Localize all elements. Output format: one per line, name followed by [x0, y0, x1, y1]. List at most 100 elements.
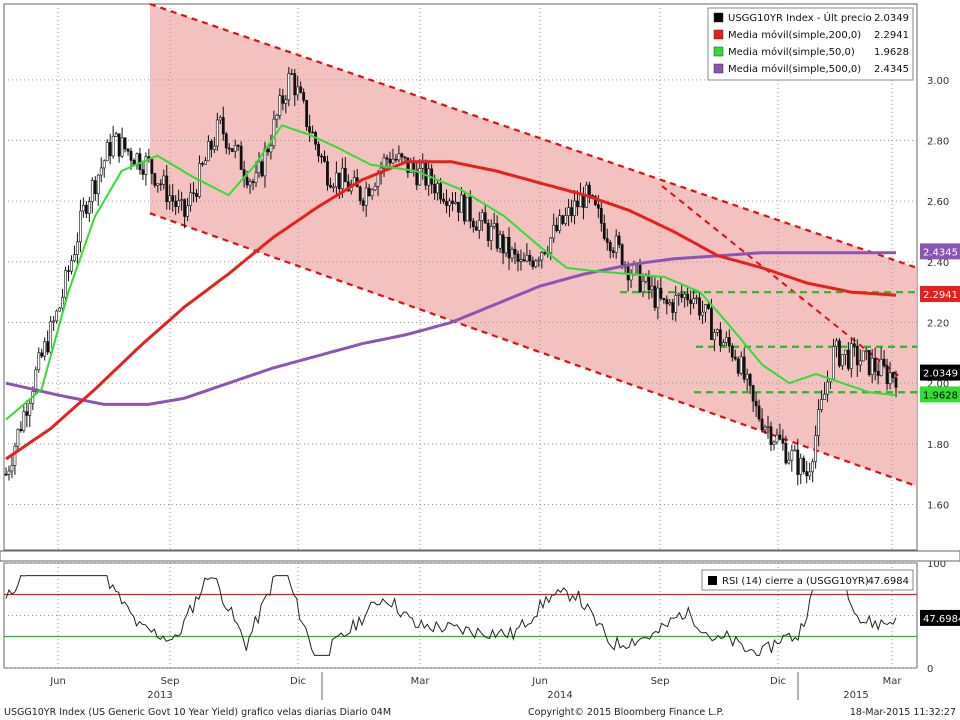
- candle-body: [120, 137, 124, 157]
- legend-swatch: [713, 63, 724, 74]
- ma50-line: [5, 124, 897, 421]
- candle-body: [552, 224, 556, 239]
- candle-body: [894, 377, 898, 388]
- legend-swatch: [713, 29, 724, 40]
- candle-body: [620, 244, 624, 268]
- y-tick-label: 2.00: [927, 379, 949, 390]
- candle-body: [287, 73, 291, 101]
- x-tick-label: Jun: [531, 676, 548, 687]
- candle-body: [846, 349, 850, 369]
- candle-body: [838, 340, 841, 367]
- footer: USGG10YR Index (US Generic Govt 10 Year …: [4, 707, 956, 718]
- candle-body: [686, 293, 690, 301]
- candle-body: [501, 234, 505, 254]
- price-tag-box: [920, 364, 960, 381]
- rsi-legend-value: 47.6984: [868, 576, 909, 587]
- candle-body: [266, 148, 270, 153]
- price-tag-label: 2.0349: [923, 369, 958, 380]
- candle-body: [504, 236, 508, 254]
- candle-body: [308, 126, 312, 133]
- candle-body: [662, 298, 666, 300]
- candle-body: [382, 157, 386, 169]
- rsi-y-tick-label: 100: [927, 559, 946, 570]
- legend-label: Media móvil(simple,50,0): [728, 46, 855, 58]
- candle-body: [332, 186, 335, 189]
- candle-body: [760, 418, 764, 431]
- candle-body: [40, 352, 44, 357]
- candle-body: [522, 259, 526, 262]
- candle-body: [46, 341, 50, 353]
- candle-body: [299, 86, 303, 93]
- candle-body: [174, 200, 178, 207]
- candle-body: [721, 342, 725, 346]
- candle-body: [296, 86, 300, 96]
- y-tick-label: 2.40: [927, 258, 949, 269]
- candle-body: [537, 259, 541, 262]
- candle-body: [820, 399, 823, 410]
- candle-body: [218, 117, 222, 121]
- candle-body: [730, 345, 734, 358]
- candle-body: [784, 442, 788, 464]
- candle-body: [201, 163, 204, 165]
- candle-body: [674, 295, 678, 313]
- candle-body: [519, 259, 523, 262]
- candle-body: [704, 304, 707, 313]
- candle-body: [388, 158, 392, 164]
- candle-body: [43, 341, 47, 357]
- candle-body: [668, 302, 672, 305]
- candle-body: [796, 449, 800, 475]
- candle-body: [665, 299, 669, 305]
- candle-body: [162, 175, 166, 185]
- candle-body: [573, 200, 576, 216]
- candle-body: [445, 200, 448, 206]
- candle-body: [177, 200, 181, 207]
- candle-body: [90, 180, 94, 202]
- candle-body: [108, 142, 112, 157]
- candle-body: [775, 434, 779, 443]
- candle-body: [540, 251, 544, 261]
- y-tick-label: 2.80: [927, 137, 949, 148]
- candle-body: [653, 285, 657, 308]
- x-axis: Jun Sep Dic Mar Jun Sep Dic Mar 2013 2014 2015: [0, 550, 960, 701]
- candle-body: [421, 162, 425, 169]
- candle-body: [757, 405, 761, 420]
- pane-separator: [0, 550, 960, 562]
- candle-body: [802, 457, 806, 472]
- candle-body: [843, 349, 847, 355]
- candle-body: [397, 153, 401, 161]
- candle-body: [76, 241, 79, 255]
- candle-body: [207, 141, 210, 162]
- candle-body: [111, 136, 115, 157]
- candle-body: [302, 92, 306, 101]
- candle-body: [528, 254, 532, 262]
- candle-body: [748, 374, 752, 386]
- legend-value: 2.0349: [874, 13, 909, 24]
- year-label: 2014: [547, 690, 572, 701]
- candle-body: [13, 445, 17, 466]
- candle-body: [290, 73, 294, 75]
- candle-body: [16, 428, 20, 447]
- candle-body: [305, 100, 309, 127]
- candle-body: [864, 349, 868, 352]
- candle-body: [376, 173, 380, 187]
- candle-body: [570, 207, 573, 216]
- candle-body: [882, 358, 886, 367]
- candle-body: [462, 194, 466, 222]
- candle-body: [248, 181, 252, 186]
- candle-body: [486, 222, 490, 242]
- candle-body: [87, 201, 91, 214]
- candle-body: [114, 133, 118, 137]
- candle-body: [260, 161, 264, 177]
- rsi-value-tag-box: [920, 609, 960, 626]
- candle-body: [144, 156, 148, 175]
- candle-body: [358, 186, 362, 202]
- candle-body: [7, 470, 11, 475]
- candle-body: [337, 172, 341, 190]
- candle-body: [647, 274, 651, 291]
- x-tick-label: Jun: [49, 676, 66, 687]
- candle-body: [596, 204, 600, 209]
- candle-body: [343, 167, 347, 183]
- candle-body: [230, 148, 234, 152]
- candle-body: [495, 223, 499, 249]
- candle-body: [608, 242, 612, 252]
